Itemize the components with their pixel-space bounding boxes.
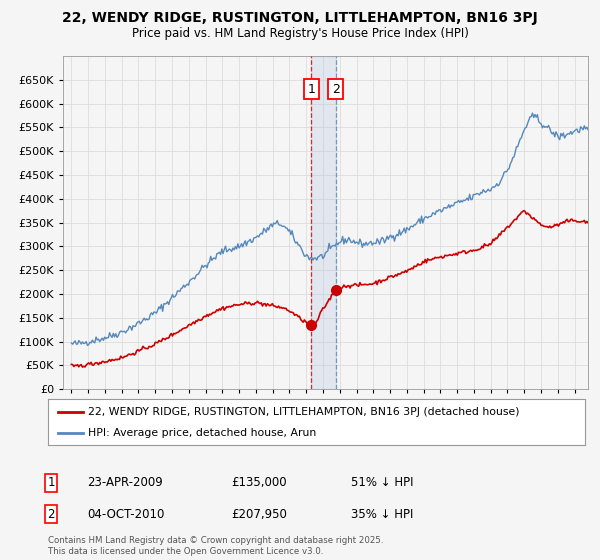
Text: 22, WENDY RIDGE, RUSTINGTON, LITTLEHAMPTON, BN16 3PJ: 22, WENDY RIDGE, RUSTINGTON, LITTLEHAMPT…: [62, 11, 538, 25]
Text: 2: 2: [332, 83, 340, 96]
Text: 1: 1: [307, 83, 316, 96]
Text: 23-APR-2009: 23-APR-2009: [87, 476, 163, 489]
Text: 2: 2: [47, 507, 55, 521]
Text: HPI: Average price, detached house, Arun: HPI: Average price, detached house, Arun: [88, 428, 317, 438]
Text: £207,950: £207,950: [231, 507, 287, 521]
Text: Contains HM Land Registry data © Crown copyright and database right 2025.
This d: Contains HM Land Registry data © Crown c…: [48, 536, 383, 556]
Bar: [311, 56, 335, 389]
Text: £135,000: £135,000: [231, 476, 287, 489]
Text: 51% ↓ HPI: 51% ↓ HPI: [351, 476, 413, 489]
Text: 04-OCT-2010: 04-OCT-2010: [87, 507, 164, 521]
Text: 35% ↓ HPI: 35% ↓ HPI: [351, 507, 413, 521]
Text: Price paid vs. HM Land Registry's House Price Index (HPI): Price paid vs. HM Land Registry's House …: [131, 27, 469, 40]
Text: 1: 1: [47, 476, 55, 489]
Text: 22, WENDY RIDGE, RUSTINGTON, LITTLEHAMPTON, BN16 3PJ (detached house): 22, WENDY RIDGE, RUSTINGTON, LITTLEHAMPT…: [88, 407, 520, 417]
